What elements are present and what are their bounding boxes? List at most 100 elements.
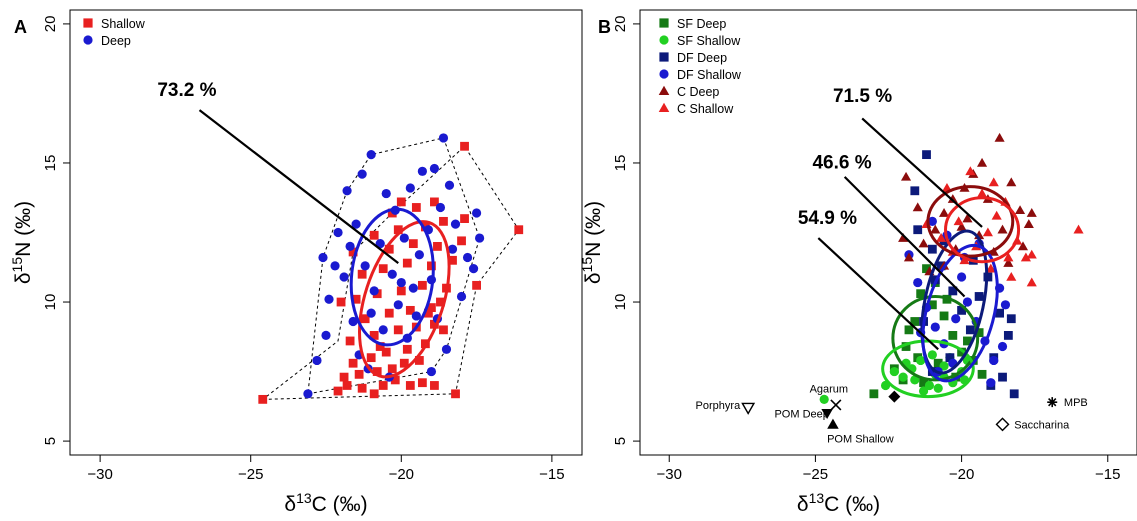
point-c-deep: [930, 224, 941, 234]
point-shallow: [354, 369, 364, 379]
point-c-deep: [1026, 207, 1037, 217]
point-c-shallow: [976, 188, 988, 198]
point-shallow: [439, 325, 448, 335]
point-c-deep: [903, 252, 915, 262]
point-df-shallow: [962, 297, 973, 307]
point-sf-deep: [977, 369, 987, 379]
source-pom-shallow: [827, 418, 839, 429]
point-sf-deep: [922, 264, 931, 274]
point-sf-shallow: [918, 386, 929, 396]
point-shallow: [384, 244, 394, 254]
point-c-deep: [962, 213, 973, 223]
point-deep: [462, 252, 473, 263]
point-c-shallow: [1006, 271, 1017, 281]
point-shallow: [393, 325, 403, 335]
point-deep: [393, 300, 403, 310]
source-porphyra: [741, 402, 756, 415]
x-tick-label: −20: [389, 466, 414, 483]
point-deep: [408, 283, 418, 293]
point-df-deep: [974, 292, 984, 301]
point-shallow: [439, 216, 448, 226]
point-shallow: [414, 356, 424, 365]
point-shallow: [378, 381, 388, 390]
source-pom-deep: [821, 408, 833, 420]
point-df-deep: [922, 150, 931, 160]
point-sf-shallow: [889, 366, 899, 377]
point-deep: [387, 269, 397, 279]
point-c-shallow: [991, 210, 1002, 220]
series-c-deep: [898, 132, 1037, 276]
point-shallow: [378, 264, 388, 274]
point-shallow: [433, 242, 442, 251]
point-c-shallow: [936, 233, 947, 242]
point-c-shallow: [1026, 277, 1037, 287]
point-df-deep: [998, 372, 1007, 382]
point-df-shallow: [986, 378, 996, 388]
legend-marker-sf-shallow: [659, 35, 669, 45]
point-shallow: [357, 383, 367, 393]
plot-frame: [639, 9, 1137, 456]
ellipse-c-deep: [926, 185, 1015, 258]
legend-marker-c-deep: [658, 85, 670, 95]
point-df-deep: [936, 261, 946, 271]
x-tick-label: −25: [803, 466, 828, 483]
point-deep: [303, 389, 313, 399]
point-sf-shallow: [927, 350, 937, 360]
point-shallow: [417, 280, 427, 290]
point-deep: [435, 202, 446, 213]
point-shallow: [351, 294, 361, 304]
point-deep: [396, 277, 406, 288]
point-c-shallow: [985, 263, 996, 273]
point-c-deep: [956, 221, 967, 231]
point-deep: [330, 261, 340, 271]
point-shallow: [430, 197, 439, 207]
point-shallow: [360, 314, 370, 324]
point-c-deep: [918, 238, 929, 248]
point-c-deep: [1023, 219, 1034, 228]
point-c-deep: [997, 224, 1008, 234]
legend-label-sf-deep: SF Deep: [677, 17, 726, 31]
point-sf-deep: [927, 300, 937, 310]
annotation-line: [843, 176, 966, 298]
point-shallow: [375, 342, 385, 351]
annotation-label: 54.9 %: [798, 208, 857, 229]
point-shallow: [399, 358, 409, 368]
y-tick-label: 15: [612, 155, 629, 172]
source-agarum: [830, 399, 842, 411]
point-shallow: [405, 381, 415, 390]
point-shallow: [366, 353, 376, 363]
point-shallow: [417, 378, 427, 388]
annotation-label: 46.6 %: [812, 153, 871, 174]
ellipse-deep: [349, 207, 435, 347]
ellipse-shallow: [357, 220, 451, 379]
point-sf-deep: [939, 311, 949, 321]
point-shallow: [457, 236, 466, 246]
y-tick-label: 20: [42, 16, 59, 33]
legend: SF Deep SF Shallow DF Deep DF Shallow C Deep…: [658, 17, 742, 116]
point-c-shallow: [965, 166, 976, 176]
point-df-shallow: [927, 216, 937, 226]
point-deep: [405, 183, 415, 193]
point-shallow: [402, 344, 412, 354]
point-deep: [342, 186, 352, 196]
point-sf-deep: [901, 342, 911, 351]
point-c-shallow: [982, 227, 993, 237]
point-shallow: [342, 381, 352, 390]
point-deep: [318, 252, 328, 263]
point-c-shallow: [1020, 252, 1031, 262]
point-shallow: [381, 347, 391, 357]
point-deep: [366, 150, 376, 160]
point-df-deep: [995, 308, 1004, 318]
point-shallow: [472, 280, 481, 290]
ellipse-sf-deep: [891, 294, 980, 382]
point-df-deep: [965, 325, 975, 335]
point-shallow: [430, 319, 439, 329]
point-sf-deep: [904, 325, 914, 335]
y-tick-label: 10: [612, 294, 629, 311]
point-c-deep: [1014, 205, 1026, 215]
source-diamond: [888, 390, 901, 403]
source-label-pom-deep: POM Deep: [774, 408, 828, 420]
point-c-deep: [1006, 177, 1017, 187]
point-shallow: [396, 197, 406, 207]
legend-marker-deep: [83, 35, 93, 45]
